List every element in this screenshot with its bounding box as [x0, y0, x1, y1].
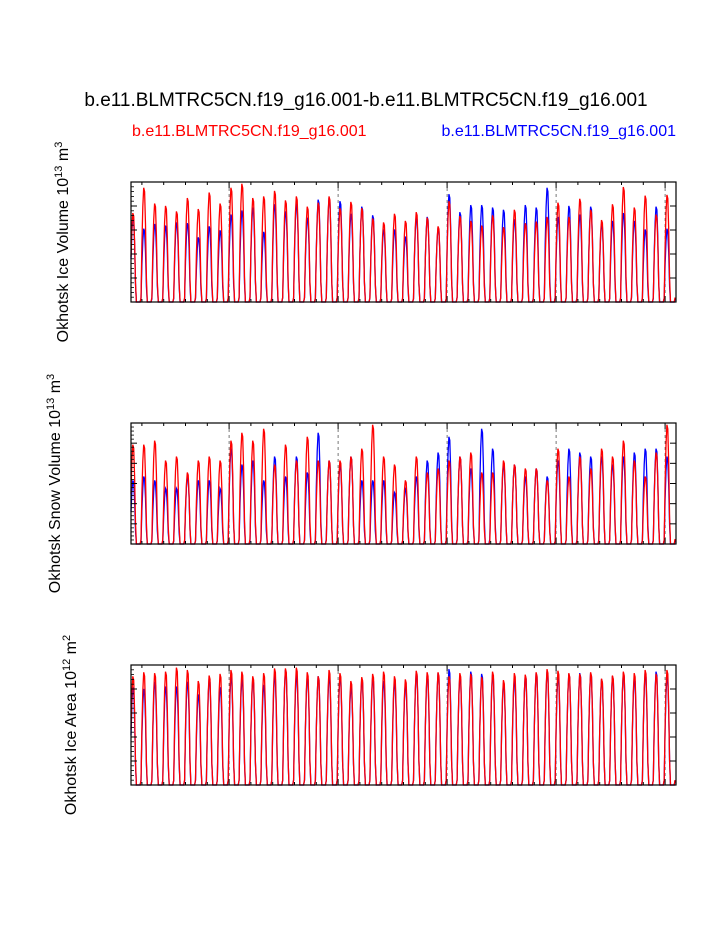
ice-area-ylabel-part: Okhotsk Ice Area 10 — [63, 671, 80, 815]
ice-volume-ylabel-part: Okhotsk Ice Volume 10 — [55, 178, 72, 343]
subtitle-right: b.e11.BLMTRC5CN.f19_g16.001 — [441, 123, 676, 140]
ice-volume-ylabel-part: m — [55, 148, 72, 166]
snow-volume-ylabel-part: m — [47, 380, 64, 398]
snow-volume-panel: Okhotsk Snow Volume 1013 m3 — [45, 374, 677, 593]
ice-area-ylabel-part: m — [63, 641, 80, 659]
ice-volume-panel: Okhotsk Ice Volume 1013 m3 — [53, 142, 677, 343]
ice-volume-ylabel-part-sup: 3 — [53, 142, 65, 148]
ice-area-ylabel: Okhotsk Ice Area 1012 m2 — [61, 635, 80, 815]
ice-area-series-red-line — [130, 667, 676, 786]
snow-volume-ylabel-part-sup: 13 — [45, 398, 57, 410]
ice-area-panel: Okhotsk Ice Area 1012 m2 — [61, 635, 677, 815]
ice-volume-ylabel: Okhotsk Ice Volume 1013 m3 — [53, 142, 72, 343]
snow-volume-ylabel-part: Okhotsk Snow Volume 10 — [47, 410, 64, 593]
snow-volume-ylabel-part-sup: 3 — [45, 374, 57, 380]
ice-area-ylabel-part-sup: 2 — [61, 635, 73, 641]
subtitle-left: b.e11.BLMTRC5CN.f19_g16.001 — [132, 123, 367, 140]
snow-volume-series-red-line — [130, 424, 676, 545]
ice-volume-ylabel-part-sup: 13 — [53, 166, 65, 178]
figure-title: b.e11.BLMTRC5CN.f19_g16.001-b.e11.BLMTRC… — [84, 90, 647, 111]
ice-area-ylabel-part-sup: 12 — [61, 659, 73, 671]
ice-volume-series-red-line — [130, 183, 676, 303]
snow-volume-ylabel: Okhotsk Snow Volume 1013 m3 — [45, 374, 64, 593]
